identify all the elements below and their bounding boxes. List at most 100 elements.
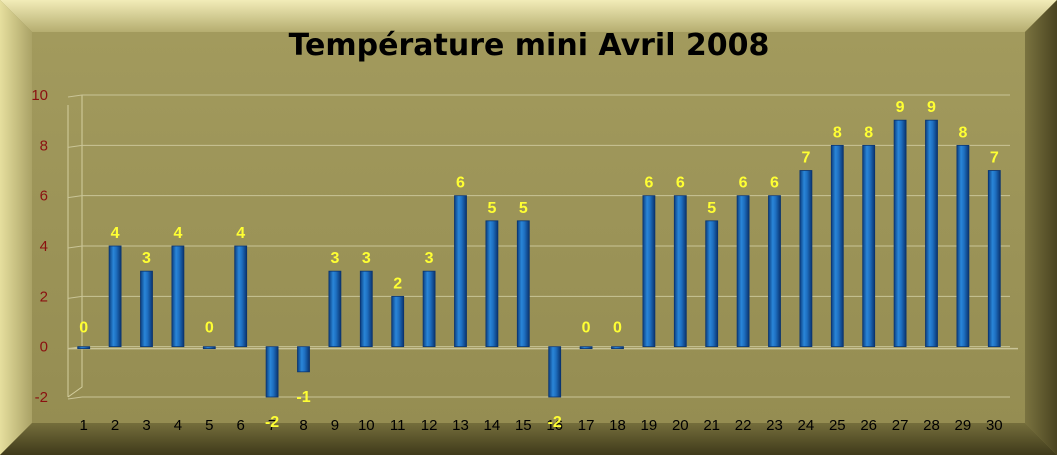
x-tick-label: 26 (860, 417, 877, 434)
x-tick-label: 23 (766, 417, 783, 434)
bar (611, 346, 624, 350)
gridline-side (67, 396, 83, 400)
data-label: 8 (864, 124, 873, 141)
bar (673, 195, 687, 348)
data-label: 0 (613, 320, 622, 337)
gridline-side (67, 195, 83, 199)
bar (140, 270, 153, 348)
chart-title: Température mini Avril 2008 (289, 28, 770, 63)
bar (108, 245, 122, 348)
data-label: 6 (456, 175, 465, 192)
bar (328, 270, 342, 348)
x-tick-label: 11 (390, 417, 406, 434)
bar (485, 220, 499, 348)
x-tick-label: 12 (421, 417, 438, 434)
frame-bevel-right (1025, 0, 1057, 455)
x-tick-label: 14 (484, 417, 501, 434)
x-tick-label: 27 (892, 417, 909, 434)
bar (234, 245, 248, 348)
y-tick-label: 8 (40, 137, 48, 154)
x-tick-label: 9 (331, 417, 339, 434)
data-label: 9 (896, 99, 905, 116)
frame-bevel-top (0, 0, 1057, 32)
x-tick-label: 7 (268, 417, 276, 434)
x-tick-label: 21 (703, 417, 720, 434)
bar (422, 270, 436, 348)
plot-side-wall (67, 95, 83, 398)
bar (830, 144, 844, 348)
bar (642, 195, 656, 348)
x-tick-label: 15 (515, 417, 532, 434)
x-tick-label: 30 (986, 417, 1003, 434)
data-label: 4 (111, 225, 120, 242)
bar (705, 220, 719, 348)
x-tick-label: 8 (299, 417, 307, 434)
y-tick-label: 4 (40, 238, 48, 255)
bar (893, 119, 907, 348)
bar (862, 144, 876, 348)
bar (391, 295, 405, 348)
bar (454, 195, 467, 348)
data-label: 7 (990, 150, 999, 167)
gridline-side (67, 94, 83, 98)
x-tick-label: 6 (237, 417, 245, 434)
x-tick-label: 5 (205, 417, 213, 434)
y-tick-label: 6 (40, 188, 48, 205)
x-tick-label: 2 (111, 417, 119, 434)
bar (297, 346, 310, 373)
data-label: 6 (644, 175, 653, 192)
bar (799, 170, 813, 348)
y-tick-label: 0 (40, 339, 48, 356)
data-label: 6 (770, 175, 779, 192)
gridline-side (67, 144, 83, 148)
frame-bevel-bottom (0, 423, 1057, 455)
bars (77, 119, 1001, 398)
data-label: 3 (362, 250, 371, 267)
data-label: 4 (236, 225, 245, 242)
y-tick-label: -2 (35, 389, 48, 406)
data-label: 5 (519, 200, 528, 217)
bar (925, 119, 938, 348)
data-label: 9 (927, 99, 936, 116)
gridline-side (67, 295, 83, 299)
x-tick-label: 28 (923, 417, 940, 434)
x-tick-label: 20 (672, 417, 689, 434)
data-label: 3 (330, 250, 339, 267)
data-label: 6 (739, 175, 748, 192)
x-tick-label: 16 (546, 417, 563, 434)
data-label: -2 (265, 414, 279, 431)
gridline-side (67, 245, 83, 249)
x-tick-label: 19 (641, 417, 658, 434)
frame-bevel-left (0, 0, 32, 455)
bar (736, 195, 750, 348)
data-label: 5 (487, 200, 496, 217)
data-label: 0 (582, 320, 591, 337)
x-tick-label: 25 (829, 417, 846, 434)
x-tick-label: 3 (142, 417, 150, 434)
data-label: 4 (173, 225, 182, 242)
data-label: 0 (79, 320, 88, 337)
bar (202, 346, 216, 350)
x-tick-label: 29 (955, 417, 972, 434)
data-label: 7 (801, 150, 810, 167)
data-label: -2 (548, 414, 562, 431)
y-tick-label: 2 (40, 288, 48, 305)
bar (548, 346, 562, 398)
data-label: 3 (142, 250, 151, 267)
bar (768, 195, 781, 348)
data-label: 6 (676, 175, 685, 192)
data-label: 5 (707, 200, 716, 217)
bar (956, 144, 970, 348)
data-label: 0 (205, 320, 214, 337)
data-label: 3 (425, 250, 434, 267)
x-tick-label: 22 (735, 417, 752, 434)
x-tick-label: 4 (174, 417, 182, 434)
x-tick-label: 18 (609, 417, 626, 434)
x-tick-label: 24 (798, 417, 815, 434)
data-label: 8 (958, 124, 967, 141)
x-tick-label: 1 (80, 417, 88, 434)
bar (265, 346, 279, 398)
y-tick-label: 10 (31, 87, 48, 104)
